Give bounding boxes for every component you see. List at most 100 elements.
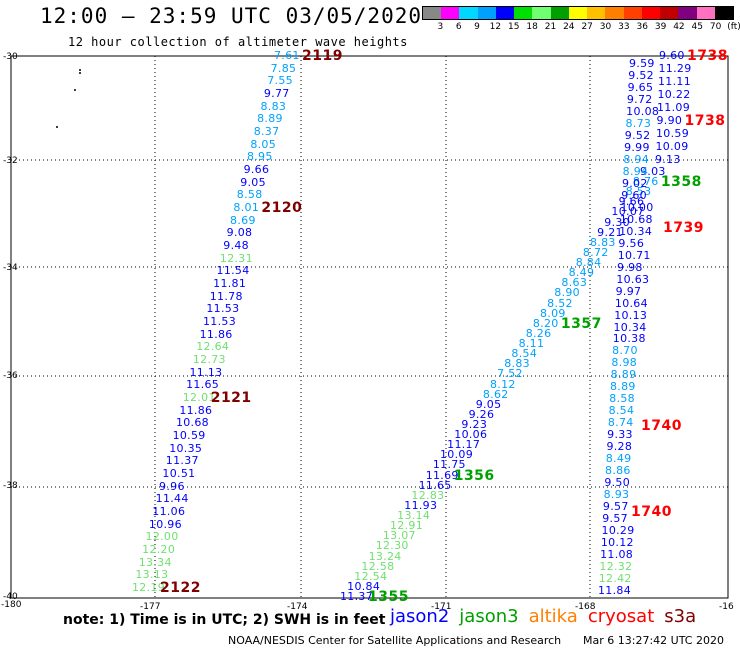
wave-height-value: 11.37 — [340, 590, 373, 603]
wave-height-value: 9.52 — [628, 68, 654, 82]
lon-label: -174 — [287, 602, 308, 612]
wave-height-value: 13.14 — [397, 509, 431, 523]
color-scale-swatch — [441, 7, 460, 19]
generated-timestamp: Mar 6 13:27:42 UTC 2020 — [583, 634, 724, 647]
wave-height-value: 9.33 — [607, 428, 633, 442]
wave-height-value: 8.20 — [532, 316, 559, 330]
credit-line: NOAA/NESDIS Center for Satellite Applica… — [228, 634, 562, 647]
color-scale-swatch — [641, 7, 661, 19]
wave-height-value: 11.65 — [186, 378, 220, 392]
wave-height-value: 8.54 — [608, 404, 635, 418]
wave-height-value: 9.60 — [621, 188, 647, 202]
color-scale-label: 36 — [636, 22, 648, 32]
revolution-label: 2120 — [261, 200, 303, 216]
revolution-label: 1355 — [368, 589, 409, 605]
wave-height-value: 10.68 — [175, 416, 209, 430]
wave-height-value: 10.96 — [148, 517, 182, 531]
color-scale-label: 18 — [526, 22, 538, 32]
wave-height-value: 9.98 — [617, 260, 643, 274]
wave-height-value: 9.57 — [602, 512, 628, 526]
wave-height-value: 10.64 — [614, 296, 648, 310]
color-scale-label: 30 — [599, 22, 612, 32]
wave-height-value: 8.70 — [612, 344, 638, 358]
wave-height-value: 9.90 — [656, 114, 683, 127]
color-scale-swatch — [696, 7, 715, 19]
color-scale-swatch — [660, 7, 679, 19]
wave-height-value: 11.08 — [600, 548, 634, 562]
wave-height-value: 9.21 — [597, 225, 623, 239]
revolution-label: 1739 — [663, 220, 704, 236]
wave-height-value: 12.91 — [390, 519, 423, 533]
revolution-label: 2119 — [302, 48, 343, 64]
color-scale-labels: 3 6 9 12 15 18 21 24 27 30 33 36 39 42 45 70 (ft) — [422, 20, 740, 34]
wave-height-value: 11.11 — [658, 75, 691, 88]
lon-label: -16 — [719, 602, 734, 612]
wave-height-value: 11.17 — [447, 438, 481, 452]
wave-height-value: 8.72 — [582, 245, 609, 259]
satellite-legend-altika: altika — [528, 606, 578, 627]
color-scale-swatch — [587, 7, 606, 19]
wave-height-value: 8.83 — [590, 235, 616, 249]
color-scale-label: 12 — [489, 22, 502, 32]
wave-height-value: 11.75 — [432, 458, 466, 472]
island-dot — [74, 89, 76, 91]
color-scale-label: 6 — [455, 22, 462, 32]
wave-height-value: 11.09 — [657, 101, 690, 114]
lon-label: -177 — [140, 602, 161, 612]
wave-height-value: 11.53 — [206, 302, 240, 316]
wave-height-value: 8.94 — [623, 152, 650, 166]
revolution-label: 1358 — [660, 174, 702, 191]
wave-height-value: 11.86 — [199, 327, 233, 341]
wave-height-value: 7.55 — [267, 74, 293, 88]
wave-height-value: 10.59 — [172, 429, 206, 442]
wave-height-value: 9.60 — [659, 49, 685, 62]
wave-height-value: 12.19 — [132, 581, 165, 594]
wave-height-value: 8.37 — [253, 125, 280, 138]
wave-height-value: 10.22 — [657, 88, 691, 101]
wave-height-value: 10.34 — [619, 224, 653, 238]
revolution-label: 1740 — [641, 418, 682, 434]
wave-height-value: 12.31 — [219, 251, 253, 265]
revolution-label: 1356 — [453, 467, 495, 484]
wave-height-value: 7.85 — [270, 61, 297, 75]
wave-height-value: 9.48 — [223, 239, 249, 252]
wave-height-value: 8.89 — [257, 112, 283, 126]
color-scale-swatch — [550, 7, 569, 19]
wave-height-value: 8.26 — [525, 326, 552, 340]
wave-height-value: 9.99 — [624, 140, 650, 154]
wave-height-value: 8.11 — [518, 337, 545, 351]
wave-height-value: 9.77 — [263, 87, 290, 100]
wave-height-value: 10.84 — [347, 579, 381, 593]
wave-height-value: 10.09 — [655, 140, 689, 153]
wave-height-value: 10.68 — [619, 212, 653, 226]
color-scale: 3 6 9 12 15 18 21 24 27 30 33 36 39 42 45 70 (ft) — [422, 6, 740, 34]
wave-height-value: 11.37 — [165, 454, 199, 468]
wave-height-value: 9.59 — [629, 57, 655, 70]
wave-height-value: 9.28 — [606, 440, 633, 454]
wave-height-value: 8.53 — [625, 185, 652, 199]
map-border — [10, 55, 729, 599]
revolution-label: 2122 — [160, 580, 201, 596]
wave-height-value: 8.54 — [511, 347, 538, 361]
wave-height-value: 9.57 — [602, 500, 629, 514]
wave-height-value: 12.00 — [145, 530, 179, 544]
revolution-label: 1738 — [684, 113, 726, 129]
wave-height-value: 13.13 — [135, 568, 169, 582]
satellite-legend-s3a: s3a — [664, 606, 697, 627]
wave-height-value: 9.52 — [624, 128, 651, 142]
satellite-legend: jason2 jason3 altika cryosat s3a — [390, 606, 696, 627]
wave-height-value: 8.86 — [605, 464, 631, 478]
wave-height-value: 8.58 — [236, 188, 263, 202]
lat-label: -34 — [3, 263, 18, 273]
wave-height-value: 9.08 — [226, 226, 253, 240]
wave-height-value: 11.81 — [213, 277, 247, 290]
wave-height-value: 8.93 — [603, 488, 630, 502]
wave-height-value: 8.84 — [575, 256, 602, 270]
wave-height-value: 11.44 — [155, 492, 189, 506]
wave-height-value: 8.83 — [504, 357, 530, 371]
wave-height-value: 9.56 — [618, 236, 645, 250]
wave-height-value: 8.09 — [540, 306, 566, 320]
wave-height-value: 12.73 — [192, 353, 226, 366]
